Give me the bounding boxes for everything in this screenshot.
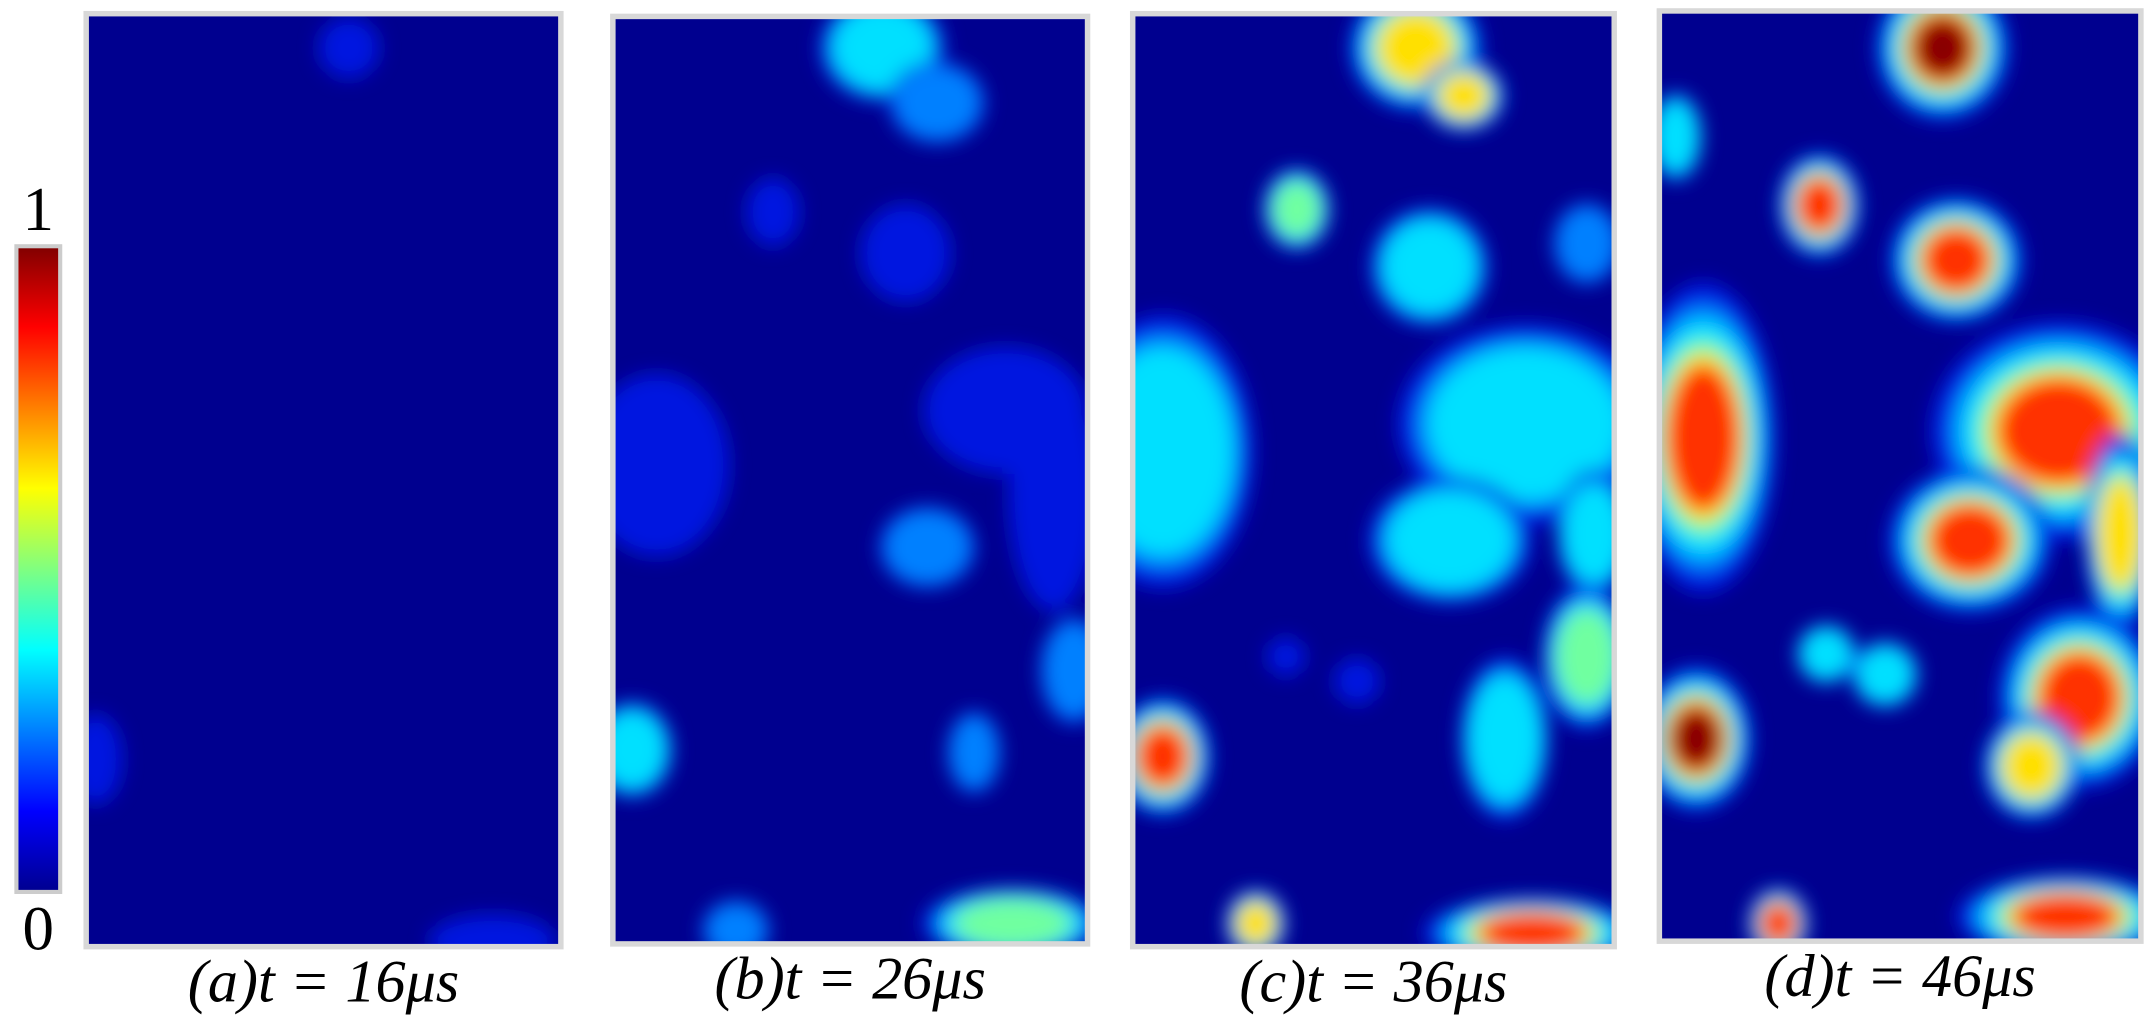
blob — [1469, 675, 1541, 802]
blob — [1760, 902, 1797, 942]
blob — [1377, 13, 1455, 85]
field — [612, 16, 1088, 944]
blob — [1928, 503, 2011, 578]
blob — [1132, 347, 1233, 556]
blob — [1383, 220, 1477, 314]
blob — [1563, 484, 1615, 583]
panel-border — [83, 10, 564, 950]
blob — [953, 898, 1071, 944]
blob — [1556, 206, 1615, 281]
field-blobs — [1659, 10, 2141, 942]
panel-border — [1129, 10, 1617, 950]
blob — [1801, 629, 1851, 679]
blob — [1272, 180, 1321, 238]
blob — [1796, 177, 1843, 234]
blob — [1857, 647, 1913, 702]
field-blobs — [86, 17, 557, 947]
field — [1659, 10, 2141, 942]
blob — [705, 903, 767, 944]
blob — [1556, 609, 1615, 705]
blob — [746, 177, 800, 247]
blob — [612, 373, 730, 557]
blob — [1914, 18, 1971, 78]
colorbar-max: 1 — [23, 174, 54, 244]
blob — [860, 204, 951, 302]
blob — [428, 914, 557, 947]
blob — [1387, 491, 1513, 590]
field — [1132, 13, 1615, 947]
blob — [1136, 725, 1190, 788]
blob — [1997, 377, 2121, 485]
blob — [1672, 708, 1721, 769]
blob — [884, 510, 971, 584]
blob — [1478, 912, 1586, 947]
field-blobs — [1132, 13, 1615, 947]
panel-caption: (a)t = 16μs — [188, 948, 459, 1015]
field-background — [86, 13, 561, 947]
panel: (d)t = 46μs — [1656, 8, 2144, 1010]
panel: (b)t = 26μs — [610, 13, 1091, 1013]
blob — [1666, 363, 1741, 512]
blob — [1008, 373, 1088, 612]
panel-caption: (c)t = 36μs — [1239, 948, 1507, 1015]
blob — [1043, 622, 1088, 718]
panel: (c)t = 36μs — [1129, 10, 1617, 1015]
blob — [1438, 73, 1490, 119]
blob — [1659, 101, 1698, 173]
panel-caption: (b)t = 26μs — [714, 946, 985, 1013]
blob — [2012, 893, 2120, 940]
panel-border — [1656, 8, 2144, 944]
blob — [612, 711, 665, 788]
panel: (a)t = 16μs — [83, 10, 564, 1015]
field-blobs — [612, 16, 1088, 944]
blob — [86, 714, 123, 805]
panels: (a)t = 16μs (b)t = 26μs (c)t = 36μs (d)t = … — [83, 8, 2144, 1015]
blob — [1236, 901, 1276, 946]
blob — [2002, 733, 2061, 799]
panel-caption: (d)t = 46μs — [1764, 943, 2035, 1010]
panel-border — [610, 13, 1091, 947]
field — [86, 17, 557, 947]
blob — [1428, 347, 1615, 501]
blob — [1266, 637, 1306, 676]
colorbar-min: 0 — [23, 893, 54, 963]
blob — [318, 17, 380, 79]
blob — [894, 66, 980, 140]
blob — [2097, 477, 2141, 590]
blob — [2038, 652, 2121, 743]
colorbar — [14, 244, 63, 894]
blob — [950, 715, 998, 789]
blob — [1921, 227, 1991, 293]
blob — [1334, 658, 1381, 705]
